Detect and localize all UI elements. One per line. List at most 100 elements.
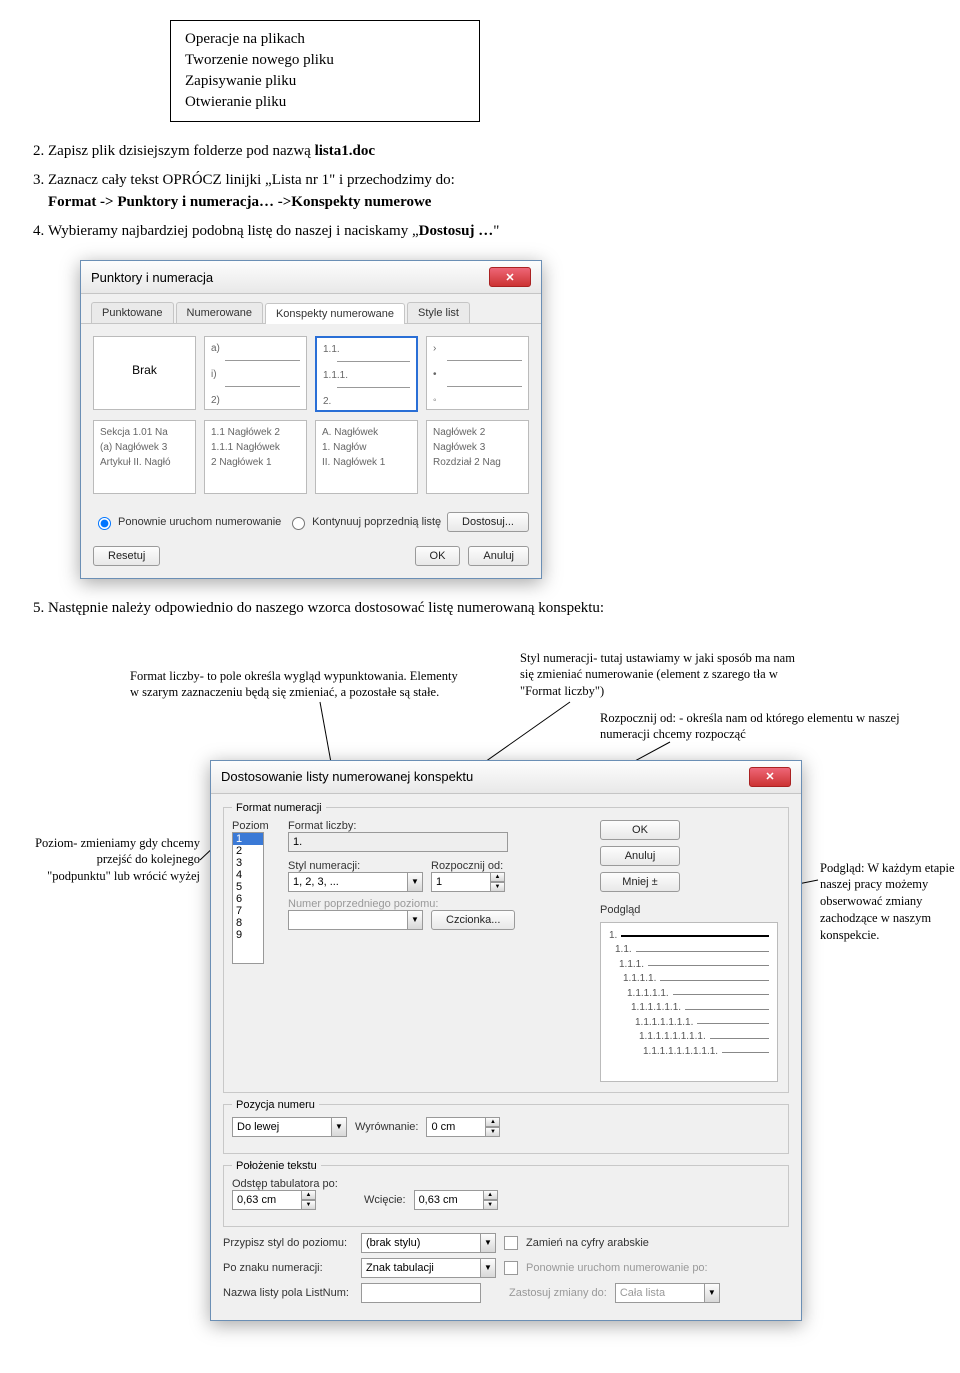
style-cell[interactable]: a) i) 2) — [204, 336, 307, 410]
reset-button[interactable]: Resetuj — [93, 546, 160, 566]
style-cell-selected[interactable]: 1.1. 1.1.1. 2. — [315, 336, 418, 412]
annotation-preview: Podgląd: W każdym etapie naszej pracy mo… — [820, 860, 960, 944]
instruction-list: Zapisz plik dzisiejszym folderze pod naz… — [48, 140, 930, 242]
dialog-titlebar: Punktory i numeracja ✕ — [81, 261, 541, 294]
text: Wybieramy najbardziej podobną listę do n… — [48, 223, 419, 239]
preview-panel: 1. 1.1. 1.1.1. 1.1.1.1. 1.1.1.1.1. 1.1.1… — [600, 922, 778, 1082]
align-spinner[interactable]: 0 cm▲▼ — [426, 1117, 500, 1137]
cancel-button[interactable]: Anuluj — [468, 546, 529, 566]
dialog-titlebar: Dostosowanie listy numerowanej konspektu… — [211, 761, 801, 794]
dialog-title: Punktory i numeracja — [91, 270, 213, 285]
close-button[interactable]: ✕ — [489, 267, 531, 287]
menu-path: Format -> Punktory i numeracja… ->Konspe… — [48, 194, 431, 210]
prev-level-combo: ▼ — [288, 910, 423, 930]
box-line: Operacje na plikach — [185, 29, 465, 50]
style-cell[interactable]: Sekcja 1.01 Na (a) Nagłówek 3 Artykuł II… — [93, 420, 196, 494]
level-item[interactable]: 2 — [233, 845, 263, 857]
filename: lista1.doc — [315, 143, 375, 159]
style-cell-none[interactable]: Brak — [93, 336, 196, 410]
align-label: Wyrównanie: — [355, 1121, 418, 1133]
annotation-level: Poziom- zmieniamy gdy chcemy przejść do … — [30, 835, 200, 886]
level-item[interactable]: 8 — [233, 917, 263, 929]
dialog-title: Dostosowanie listy numerowanej konspektu — [221, 769, 473, 784]
restart-checkbox — [504, 1261, 518, 1275]
tab-bulleted[interactable]: Punktowane — [91, 302, 174, 323]
prev-level-label: Numer poprzedniego poziomu: — [288, 898, 590, 910]
style-grid: Brak a) i) 2) 1.1. 1.1.1. 2. › • ◦ Sekcj… — [81, 324, 541, 506]
box-line: Otwieranie pliku — [185, 92, 465, 113]
dialog-footer: Resetuj OK Anuluj — [81, 542, 541, 578]
less-button[interactable]: Mniej ± — [600, 872, 680, 892]
dialog-options: Ponownie uruchom numerowanie Kontynuuj p… — [81, 506, 541, 542]
listnum-input — [361, 1283, 481, 1303]
style-cell[interactable]: A. Nagłówek 1. Nagłów II. Nagłówek 1 — [315, 420, 418, 494]
number-format-input[interactable]: 1. — [288, 832, 508, 852]
style-cell[interactable]: 1.1 Nagłówek 2 1.1.1 Nagłówek 2 Nagłówek… — [204, 420, 307, 494]
number-style-label: Styl numeracji: — [288, 860, 423, 872]
radio-continue-list[interactable]: Kontynuuj poprzednią listę — [287, 514, 441, 530]
customize-outline-dialog: Dostosowanie listy numerowanej konspektu… — [210, 760, 802, 1321]
restart-label: Ponownie uruchom numerowanie po: — [526, 1262, 708, 1274]
level-item[interactable]: 5 — [233, 881, 263, 893]
number-format-label: Format liczby: — [288, 820, 590, 832]
tab-numbered[interactable]: Numerowane — [176, 302, 263, 323]
style-cell[interactable]: › • ◦ — [426, 336, 529, 410]
button-name: Dostosuj … — [419, 223, 494, 239]
group-label: Format numeracji — [232, 802, 326, 814]
level-item[interactable]: 4 — [233, 869, 263, 881]
cancel-button[interactable]: Anuluj — [600, 846, 680, 866]
text: Zaznacz cały tekst OPRÓCZ linijki „Lista… — [48, 172, 455, 188]
tab-list-styles[interactable]: Style list — [407, 302, 470, 323]
level-item[interactable]: 9 — [233, 929, 263, 941]
bullets-numbering-dialog: Punktory i numeracja ✕ Punktowane Numero… — [80, 260, 542, 579]
instruction-item: Wybieramy najbardziej podobną listę do n… — [48, 220, 930, 243]
ok-button[interactable]: OK — [415, 546, 461, 566]
indent-spinner[interactable]: 0,63 cm▲▼ — [414, 1190, 498, 1210]
apply-combo: Cała lista▼ — [615, 1283, 720, 1303]
indent-label: Wcięcie: — [364, 1194, 406, 1206]
customize-button[interactable]: Dostosuj... — [447, 512, 529, 532]
tab-outline-numbered[interactable]: Konspekty numerowane — [265, 303, 405, 324]
label-none: Brak — [100, 361, 189, 379]
box-line: Zapisywanie pliku — [185, 71, 465, 92]
numbering-format-group: Format numeracji Poziom 1 2 3 4 5 6 7 8 — [223, 802, 789, 1093]
start-at-spinner[interactable]: 1▲▼ — [431, 872, 505, 892]
instruction-item: Zaznacz cały tekst OPRÓCZ linijki „Lista… — [48, 169, 930, 214]
annotation-format: Format liczby- to pole określa wygląd wy… — [130, 668, 460, 702]
group-label: Położenie tekstu — [232, 1160, 321, 1172]
radio-label: Kontynuuj poprzednią listę — [312, 516, 441, 528]
arabic-label: Zamień na cyfry arabskie — [526, 1237, 649, 1249]
tab-space-label: Odstęp tabulatora po: — [232, 1178, 780, 1190]
apply-label: Zastosuj zmiany do: — [509, 1287, 607, 1299]
number-position-group: Pozycja numeru Do lewej▼ Wyrównanie: 0 c… — [223, 1099, 789, 1154]
annotated-diagram: Format liczby- to pole określa wygląd wy… — [30, 650, 930, 1210]
radio-restart-numbering[interactable]: Ponownie uruchom numerowanie — [93, 514, 281, 530]
ok-button[interactable]: OK — [600, 820, 680, 840]
text: Zapisz plik dzisiejszym folderze pod naz… — [48, 143, 315, 159]
text-position-group: Położenie tekstu Odstęp tabulatora po: 0… — [223, 1160, 789, 1227]
level-item[interactable]: 1 — [233, 833, 263, 845]
listnum-label: Nazwa listy pola ListNum: — [223, 1287, 353, 1299]
tab-strip: Punktowane Numerowane Konspekty numerowa… — [81, 294, 541, 324]
arabic-checkbox[interactable] — [504, 1236, 518, 1250]
style-cell[interactable]: Nagłówek 2 Nagłówek 3 Rozdział 2 Nag — [426, 420, 529, 494]
level-item[interactable]: 6 — [233, 893, 263, 905]
font-button[interactable]: Czcionka... — [431, 910, 515, 930]
position-combo[interactable]: Do lewej▼ — [232, 1117, 347, 1137]
dialog-extra-options: Przypisz styl do poziomu: (brak stylu)▼ … — [223, 1233, 789, 1303]
assign-style-combo[interactable]: (brak stylu)▼ — [361, 1233, 496, 1253]
number-style-combo[interactable]: 1, 2, 3, ...▼ — [288, 872, 423, 892]
instruction-list: Następnie należy odpowiednio do naszego … — [48, 597, 930, 620]
level-item[interactable]: 7 — [233, 905, 263, 917]
close-button[interactable]: ✕ — [749, 767, 791, 787]
assign-style-label: Przypisz styl do poziomu: — [223, 1237, 353, 1249]
after-number-combo[interactable]: Znak tabulacji▼ — [361, 1258, 496, 1278]
box-line: Tworzenie nowego pliku — [185, 50, 465, 71]
level-item[interactable]: 3 — [233, 857, 263, 869]
level-listbox[interactable]: 1 2 3 4 5 6 7 8 9 — [232, 832, 264, 964]
radio-label: Ponownie uruchom numerowanie — [118, 516, 281, 528]
preview-label: Podgląd — [600, 904, 780, 916]
level-label: Poziom — [232, 820, 278, 832]
instruction-item: Zapisz plik dzisiejszym folderze pod naz… — [48, 140, 930, 163]
tab-space-spinner[interactable]: 0,63 cm▲▼ — [232, 1190, 316, 1210]
